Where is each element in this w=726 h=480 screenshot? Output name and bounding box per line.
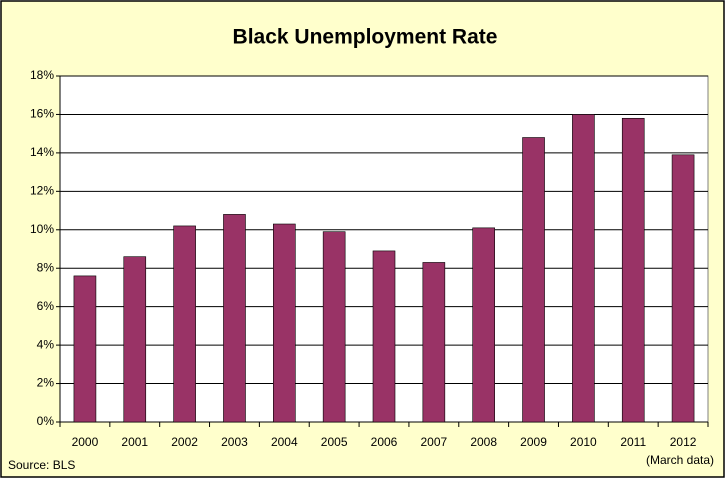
x-tick-label: 2008 [470,435,497,449]
x-tick-label: 2007 [420,435,447,449]
bar [572,114,595,423]
y-tick-label: 12% [30,184,54,198]
bar [621,117,645,423]
bar [73,275,97,423]
x-tick-label: 2001 [121,435,148,449]
bar [472,227,495,423]
x-tick-label: 2006 [371,435,398,449]
bar [223,214,246,423]
y-tick-label: 6% [37,299,55,313]
bar [522,137,545,423]
bar [372,250,396,423]
y-tick-label: 4% [37,337,55,351]
bar [422,262,446,423]
y-tick-label: 18% [30,68,54,82]
data-note: (March data) [646,453,714,467]
y-tick-label: 2% [37,376,55,390]
y-tick-label: 16% [30,107,54,121]
x-tick-label: 2005 [321,435,348,449]
bar [273,223,296,423]
y-tick-label: 8% [37,260,55,274]
x-tick-label: 2003 [221,435,248,449]
bar [173,225,196,423]
y-tick-label: 0% [37,414,55,428]
source-note: Source: BLS [8,458,75,472]
x-tick-label: 2010 [570,435,597,449]
y-tick-label: 14% [30,145,54,159]
x-tick-label: 2012 [670,435,697,449]
chart-title: Black Unemployment Rate [233,26,498,49]
x-tick-label: 2002 [171,435,198,449]
x-tick-label: 2004 [271,435,298,449]
bar [322,231,346,423]
x-tick-label: 2000 [72,435,99,449]
bar [671,154,695,423]
y-tick-label: 10% [30,222,54,236]
bar [123,256,147,423]
x-tick-label: 2009 [520,435,547,449]
x-tick-label: 2011 [620,435,646,449]
